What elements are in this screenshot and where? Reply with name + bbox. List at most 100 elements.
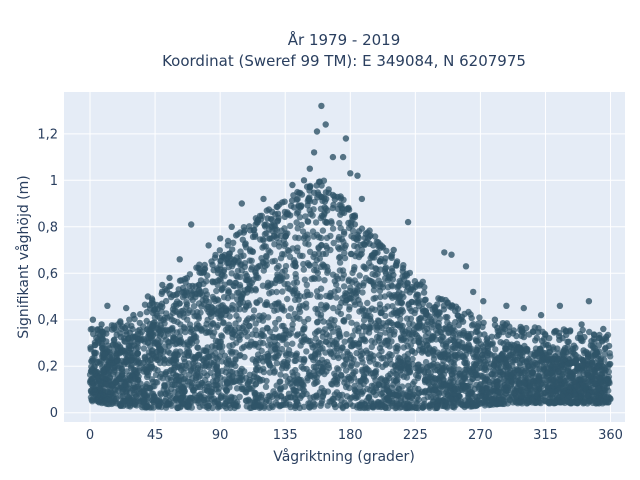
data-point [378, 355, 385, 362]
data-point [376, 242, 383, 249]
data-point [300, 403, 308, 410]
data-point [554, 345, 561, 352]
data-point [228, 360, 235, 368]
data-point [185, 348, 192, 355]
data-point [290, 280, 298, 287]
data-point [352, 368, 359, 375]
data-point [257, 216, 265, 223]
data-point [110, 371, 117, 378]
data-point [435, 397, 442, 404]
data-point [400, 344, 407, 351]
data-point [476, 381, 484, 389]
data-point [436, 353, 444, 360]
data-point [389, 283, 396, 290]
data-point [94, 326, 101, 333]
data-point [137, 331, 144, 338]
data-point [409, 321, 417, 328]
data-point [290, 192, 297, 199]
data-point [450, 403, 457, 410]
y-axis-title: Signifikant våghöjd (m) [15, 175, 32, 338]
data-point [395, 289, 403, 296]
data-point [89, 316, 97, 323]
data-point [246, 223, 253, 230]
data-point [360, 336, 367, 343]
data-point [362, 312, 370, 319]
y-tick-label: 0,4 [37, 313, 58, 328]
data-point [133, 345, 140, 352]
data-point [302, 213, 309, 220]
data-point [589, 399, 596, 407]
data-point [408, 307, 415, 315]
y-tick-labels: 00,20,40,60,811,2 [37, 127, 58, 421]
data-point [347, 364, 354, 371]
data-point [210, 359, 217, 366]
data-point [358, 390, 365, 397]
data-point [152, 378, 159, 386]
data-point [209, 352, 216, 359]
data-point [308, 353, 316, 361]
data-point [319, 227, 327, 234]
data-point [135, 389, 142, 397]
data-point [349, 227, 357, 234]
data-point [396, 278, 403, 285]
data-point [113, 395, 120, 402]
data-point [214, 266, 222, 274]
data-point [228, 350, 235, 357]
data-point [301, 356, 308, 364]
data-point [225, 250, 233, 257]
data-point [366, 324, 373, 331]
data-point [142, 363, 150, 370]
data-point [94, 336, 102, 344]
data-point [286, 253, 294, 260]
data-point [304, 374, 311, 382]
data-point [294, 391, 301, 398]
data-point [536, 366, 543, 373]
data-point [419, 278, 426, 285]
data-point [288, 351, 295, 358]
data-point [306, 184, 314, 191]
data-point [215, 344, 223, 351]
data-point [186, 378, 193, 386]
data-point [146, 404, 153, 411]
data-point [233, 339, 240, 346]
data-point [422, 347, 429, 354]
data-point [554, 355, 561, 362]
data-point [113, 343, 120, 350]
data-point [319, 397, 326, 405]
data-point [579, 326, 586, 334]
chart-title-line1: År 1979 - 2019 [288, 30, 401, 49]
data-point [232, 306, 240, 313]
data-point [577, 334, 584, 342]
data-point [193, 312, 200, 319]
data-point [604, 331, 612, 339]
data-point [163, 326, 170, 333]
data-point [327, 232, 334, 240]
data-point [117, 319, 124, 326]
data-point [239, 236, 246, 243]
data-point [404, 356, 411, 363]
data-point [296, 303, 304, 310]
data-point [318, 242, 325, 249]
data-point [180, 324, 188, 331]
data-point [236, 378, 243, 386]
data-point [434, 329, 441, 337]
data-point [304, 260, 311, 267]
data-point [420, 289, 428, 296]
data-point [476, 393, 483, 400]
data-point [89, 396, 96, 403]
data-point [606, 350, 613, 357]
data-point [431, 306, 439, 313]
data-point [347, 354, 355, 361]
data-point [238, 200, 245, 207]
data-point [168, 402, 175, 409]
data-point [208, 258, 215, 265]
data-point [289, 383, 296, 390]
data-point [204, 387, 211, 395]
data-point [368, 382, 376, 389]
data-point [229, 334, 236, 341]
data-point [281, 242, 288, 249]
data-point [121, 381, 129, 388]
data-point [86, 371, 94, 378]
data-point [470, 363, 478, 370]
data-point [300, 365, 307, 372]
